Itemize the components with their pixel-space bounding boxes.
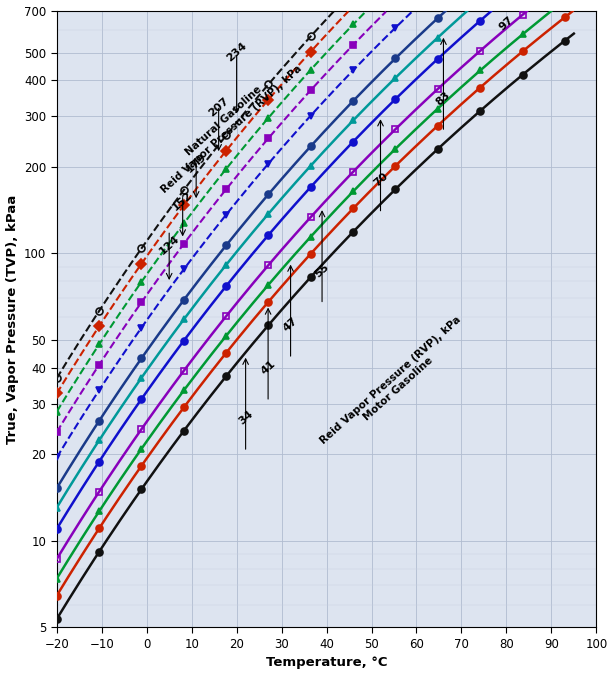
Text: 179: 179 [184, 151, 208, 174]
Text: 41: 41 [259, 359, 277, 377]
Text: 55: 55 [313, 262, 331, 279]
Text: Natural Gasoline
Reid Vapor Pressure (RVP), kPa: Natural Gasoline Reid Vapor Pressure (RV… [151, 55, 304, 195]
Text: 152: 152 [171, 190, 194, 213]
Text: 83: 83 [435, 89, 452, 107]
Text: 70: 70 [371, 171, 389, 188]
Text: Reid Vapor Pressure (RVP), kPa
Motor Gasoline: Reid Vapor Pressure (RVP), kPa Motor Gas… [318, 315, 470, 454]
Text: 207: 207 [207, 95, 230, 118]
Text: 97: 97 [497, 14, 516, 32]
X-axis label: Temperature, °C: Temperature, °C [266, 657, 387, 670]
Text: 124: 124 [157, 233, 181, 256]
Text: 34: 34 [237, 409, 255, 427]
Text: 47: 47 [281, 316, 300, 334]
Y-axis label: True, Vapor Pressure (TVP), kPaa: True, Vapor Pressure (TVP), kPaa [6, 194, 18, 443]
Text: 234: 234 [224, 40, 249, 64]
